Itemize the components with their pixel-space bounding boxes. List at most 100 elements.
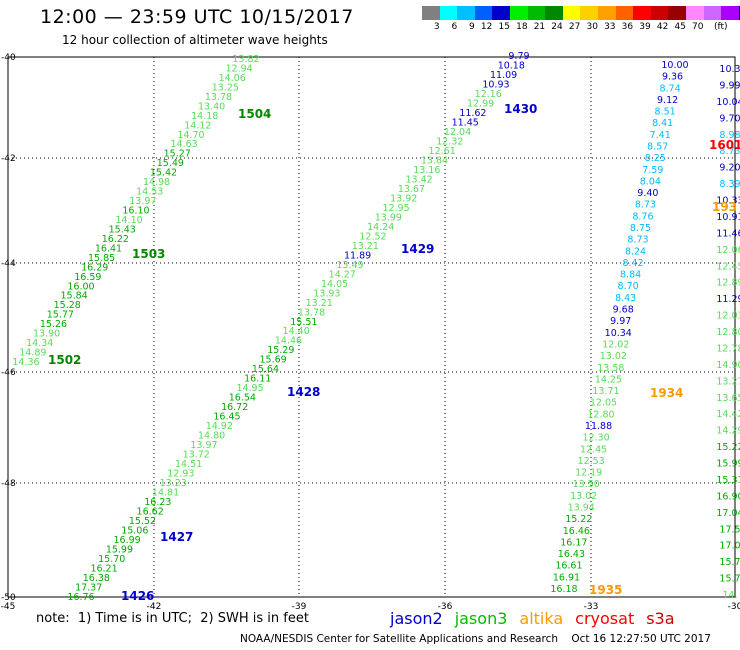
swh-value-label: 8.98 <box>719 130 740 141</box>
lon-tick-label: -42 <box>147 602 162 610</box>
swh-value-label: 15.06 <box>121 526 148 537</box>
color-swatch <box>580 6 598 20</box>
swh-value-label: 11.88 <box>585 421 612 432</box>
swh-value-label: 13.72 <box>183 450 210 461</box>
swh-value-label: 16.17 <box>560 537 587 548</box>
swh-value-label: 13.94 <box>568 502 595 513</box>
swh-value-label: 10.04 <box>716 97 740 108</box>
swh-value-label: 8.24 <box>625 246 646 257</box>
swh-value-label: 15.22 <box>565 514 592 525</box>
swh-value-label: 12.80 <box>587 409 614 420</box>
color-scale-label: 15 <box>498 22 510 32</box>
color-scale-label: 24 <box>551 22 563 32</box>
legend-cryosat: cryosat <box>575 609 635 628</box>
pass-id-label: 1934 <box>650 386 683 400</box>
color-swatch <box>738 6 740 20</box>
swh-value-label: 13.40 <box>198 101 225 112</box>
color-scale-label: 39 <box>639 22 651 32</box>
color-swatch <box>509 6 528 20</box>
swh-value-label: 13.16 <box>413 165 440 176</box>
swh-value-label: 13.27 <box>716 376 740 387</box>
swh-value-label: 16.11 <box>244 374 271 385</box>
swh-value-label: 12.95 <box>382 203 409 214</box>
swh-value-label: 17.37 <box>75 583 102 594</box>
swh-value-label: 16.91 <box>553 572 580 583</box>
lon-tick-label: -33 <box>584 602 599 610</box>
swh-value-label: 14.98 <box>143 177 170 188</box>
swh-value-label: 8.84 <box>620 270 641 281</box>
swh-value-label: 11.62 <box>459 108 486 119</box>
swh-value-label: 16.41 <box>95 243 122 254</box>
swh-value-label: 11.29 <box>716 294 740 305</box>
swh-value-label: 13.97 <box>190 440 217 451</box>
legend-jason3: jason3 <box>454 609 508 628</box>
color-scale-label: 30 <box>586 22 598 32</box>
swh-value-label: 15.7 <box>719 574 740 585</box>
swh-value-label: 13.49 <box>336 260 363 271</box>
lon-tick-label: -36 <box>438 602 453 610</box>
swh-value-label: 14.10 <box>116 215 143 226</box>
swh-value-label: 16.22 <box>102 234 129 245</box>
swh-value-label: 8.51 <box>655 107 676 118</box>
color-scale-label: 6 <box>451 22 458 32</box>
pass-id-label: 1430 <box>504 102 537 116</box>
swh-value-label: 14.92 <box>206 421 233 432</box>
lat-tick-label: -48 <box>1 479 16 489</box>
swh-value-label: 12.52 <box>359 231 386 242</box>
swh-value-label: 15.29 <box>267 345 294 356</box>
lat-tick-label: -40 <box>1 53 16 63</box>
swh-value-label: 12.78 <box>716 343 740 354</box>
swh-value-label: 8.43 <box>615 293 636 304</box>
swh-value-label: 15.52 <box>129 516 156 527</box>
swh-value-label: 12.02 <box>602 339 629 350</box>
swh-value-label: 12.03 <box>716 311 740 322</box>
swh-value-label: 9.99 <box>719 80 740 91</box>
lon-tick-label: -45 <box>1 602 16 610</box>
swh-value-label: 15.69 <box>260 355 287 366</box>
swh-value-label: 8.73 <box>635 200 656 211</box>
swh-value-label: 9.36 <box>662 72 683 83</box>
swh-value-label: 16.10 <box>122 206 149 217</box>
swh-value-label: 11.09 <box>490 70 517 81</box>
color-swatch <box>615 6 634 20</box>
color-swatch <box>527 6 546 20</box>
swh-value-label: 15.42 <box>150 168 177 179</box>
swh-value-label: 16.61 <box>555 561 582 572</box>
color-swatch <box>492 6 510 20</box>
swh-value-label: 14.81 <box>152 488 179 499</box>
swh-value-label: 12.16 <box>475 89 502 100</box>
swh-value-label: 13.21 <box>352 241 379 252</box>
swh-value-label: 16.18 <box>550 584 577 595</box>
swh-value-label: 12.53 <box>578 456 605 467</box>
color-scale-label: 42 <box>656 22 669 32</box>
color-scale-bar <box>422 6 740 20</box>
swh-value-label: 15.22 <box>716 442 740 453</box>
color-swatch <box>721 6 739 20</box>
swh-value-label: 10.18 <box>498 60 525 71</box>
swh-value-label: 14.40 <box>283 326 310 337</box>
pass-id-label: 1502 <box>48 353 81 367</box>
swh-value-label: 13.65 <box>716 393 740 404</box>
swh-value-label: 13.25 <box>212 82 239 93</box>
map-frame <box>7 56 736 598</box>
swh-value-label: 14.89 <box>19 348 46 359</box>
swh-value-label: 15.84 <box>61 291 88 302</box>
swh-value-label: 13.99 <box>375 212 402 223</box>
lon-tick-label: -39 <box>292 602 307 610</box>
altimeter-map: -45 -42 -39 -36 -33 -30 -40 -42 -44 -46 -48 -50 13.8… <box>1 51 740 610</box>
swh-value-label: 12.45 <box>716 261 740 272</box>
lat-tick-label: -42 <box>1 154 16 164</box>
swh-value-label: 15.85 <box>88 253 115 264</box>
swh-value-label: 12.99 <box>467 98 494 109</box>
legend-altika: altika <box>519 609 564 628</box>
pass-id-label: 1935 <box>589 583 622 597</box>
color-swatch <box>545 6 563 20</box>
swh-value-label: 13.78 <box>205 92 232 103</box>
swh-value-label: 12.32 <box>436 136 463 147</box>
swh-value-label: 9.12 <box>657 95 678 106</box>
swh-value-label: 8.74 <box>659 83 680 94</box>
swh-value-label: 14.70 <box>177 130 204 141</box>
swh-value-label: 8.42 <box>622 258 643 269</box>
color-swatch <box>668 6 686 20</box>
pass-id-label: 193 <box>712 200 737 214</box>
